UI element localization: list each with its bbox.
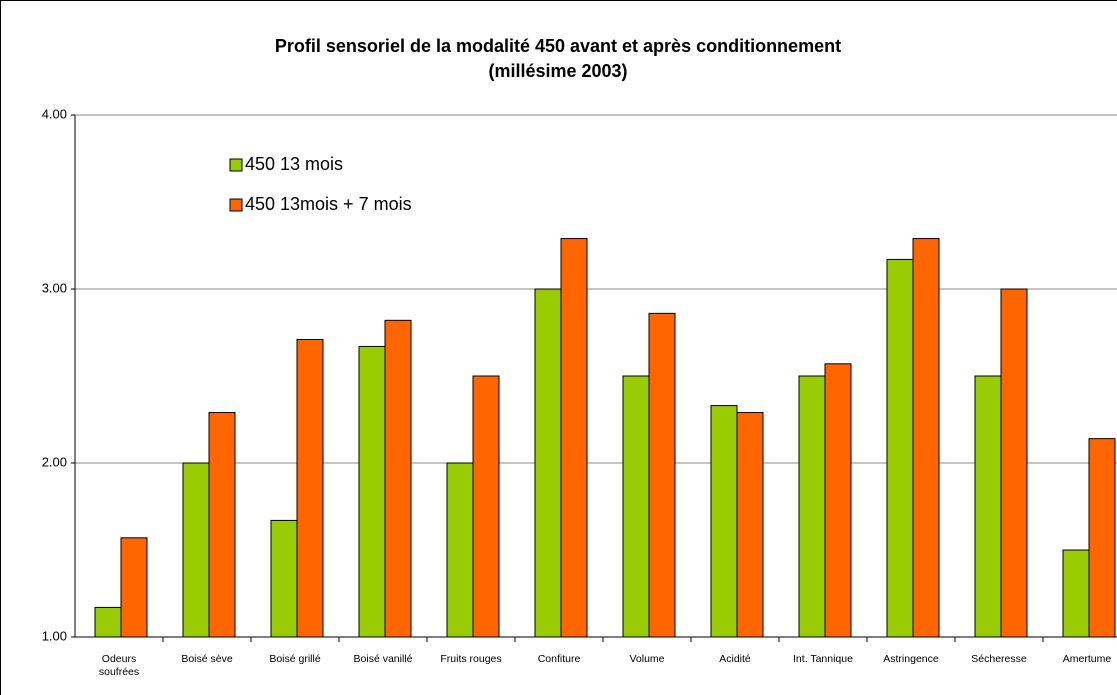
- bar: [1062, 549, 1090, 638]
- legend-swatch: [229, 158, 243, 172]
- x-tick-label: Boisé vanillé: [353, 653, 413, 665]
- chart-subtitle: (millésime 2003): [488, 61, 627, 81]
- bar: [270, 519, 298, 638]
- bar: [648, 312, 676, 638]
- bar: [384, 319, 412, 638]
- bar: [1000, 288, 1028, 638]
- x-tick-label: Amertume: [1062, 653, 1112, 665]
- bar: [534, 288, 562, 638]
- bar: [1088, 438, 1116, 638]
- y-tick-label: 4.00: [42, 106, 67, 121]
- bar: [358, 345, 386, 638]
- bar: [182, 462, 210, 638]
- x-tick-label: Confiture: [537, 653, 581, 665]
- bar: [710, 405, 738, 638]
- bar: [120, 537, 148, 638]
- y-tick-label: 2.00: [42, 454, 67, 469]
- x-tick-label: Volume: [629, 653, 665, 665]
- bar: [736, 412, 764, 638]
- bar: [296, 338, 324, 638]
- bar: [560, 238, 588, 638]
- bar: [974, 375, 1002, 638]
- legend-swatch: [229, 198, 243, 212]
- legend-label: 450 13mois + 7 mois: [245, 194, 412, 214]
- bar: [472, 375, 500, 638]
- bar: [622, 375, 650, 638]
- x-tick-label: Astringence: [883, 653, 939, 665]
- bar: [94, 606, 122, 638]
- bar: [446, 462, 474, 638]
- x-tick-label: Int. Tannique: [793, 653, 853, 665]
- legend-label: 450 13 mois: [245, 154, 343, 174]
- bar: [912, 238, 940, 638]
- x-tick-label: Sécheresse: [971, 653, 1027, 665]
- x-tick-label: Acidité: [719, 653, 751, 665]
- x-tick-label: Odeurs soufrées: [98, 653, 140, 678]
- bar: [824, 363, 852, 638]
- bar: [798, 375, 826, 638]
- x-tick-label: Fruits rouges: [440, 653, 502, 665]
- bar: [886, 258, 914, 638]
- x-tick-label: Boisé grillé: [269, 653, 321, 665]
- y-tick-label: 1.00: [42, 628, 67, 643]
- x-tick-label: Boisé sève: [181, 653, 233, 665]
- bar: [208, 412, 236, 638]
- chart-title: Profil sensoriel de la modalité 450 avan…: [275, 36, 841, 56]
- y-tick-label: 3.00: [42, 280, 67, 295]
